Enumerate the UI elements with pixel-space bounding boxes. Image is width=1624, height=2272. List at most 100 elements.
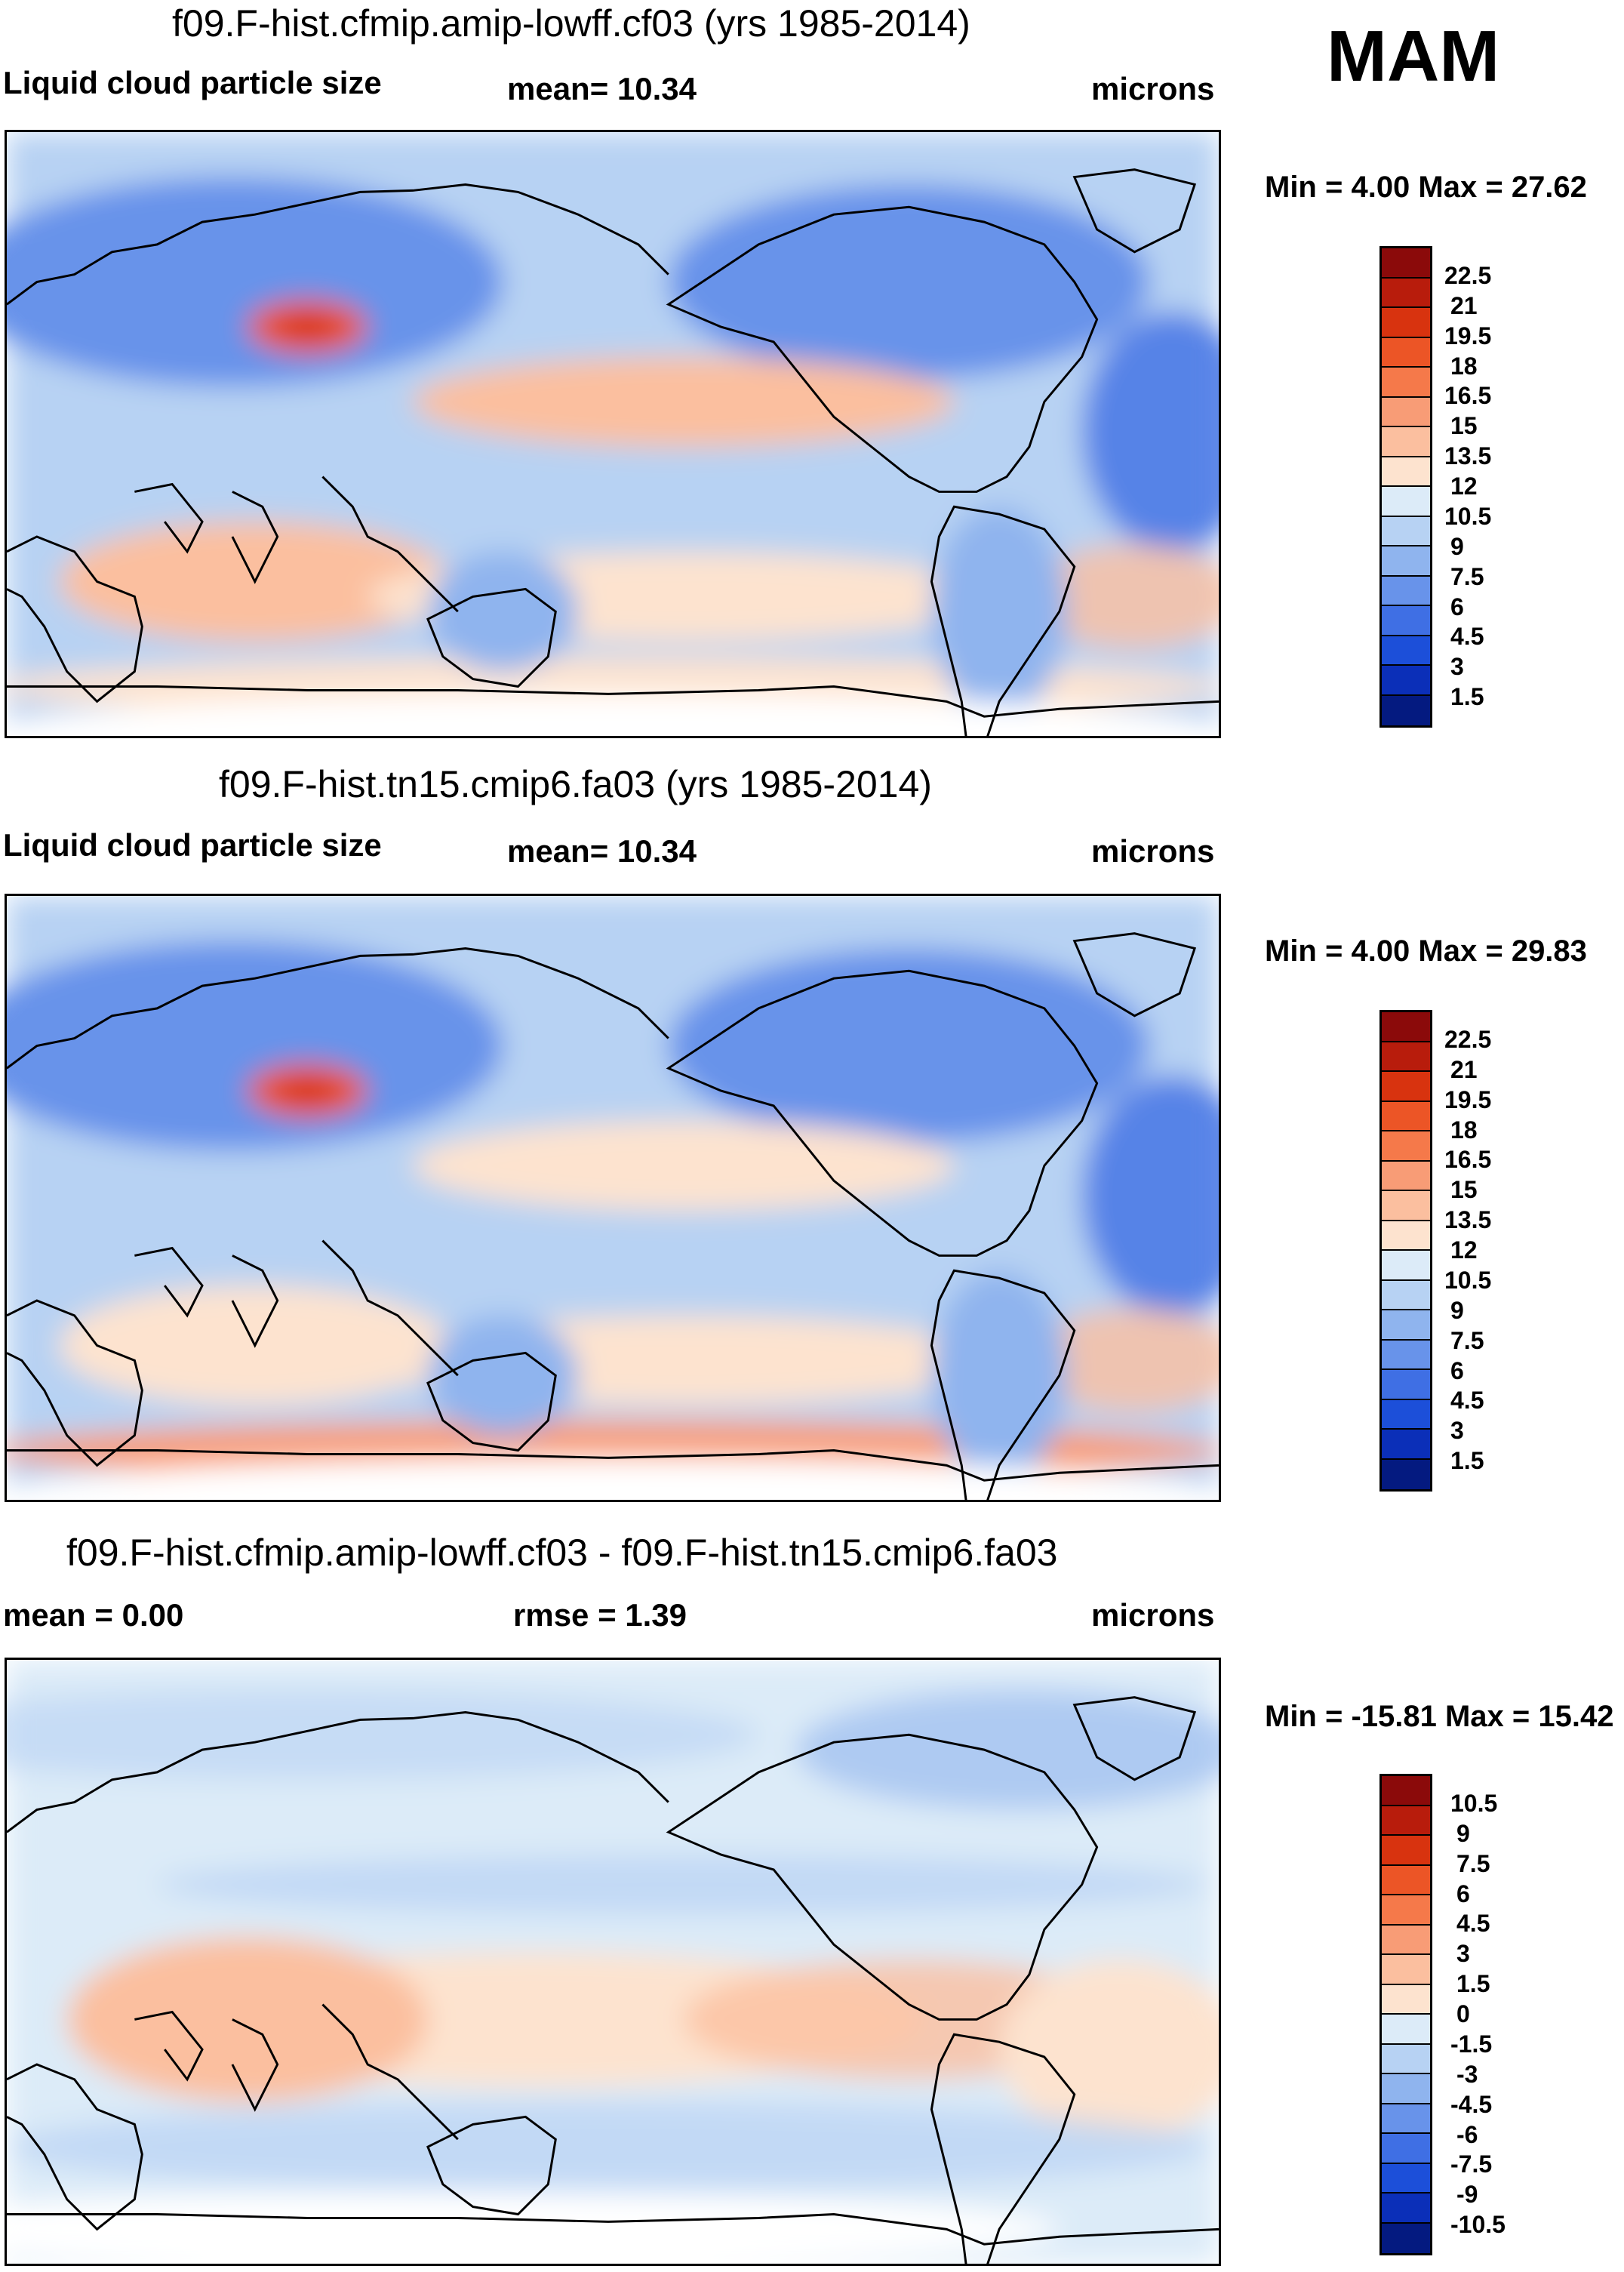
colorbar-cell [1382, 1806, 1430, 1836]
colorbar-cell [1382, 695, 1430, 725]
colorbar-tick-label: -6 [1456, 2120, 1478, 2148]
map-field [7, 1660, 1219, 2264]
colorbar-cell [1382, 278, 1430, 308]
coastline [666, 969, 1099, 1257]
colorbar-cell [1382, 1251, 1430, 1281]
panel1-minmax: Min = 4.00 Max = 27.62 [1265, 171, 1587, 204]
colorbar-cell [1382, 2074, 1430, 2104]
colorbar-tick-label: 6 [1456, 1879, 1470, 1907]
colorbar-cell [1382, 308, 1430, 338]
panel1-mean: mean= 10.34 [507, 71, 697, 106]
colorbar-cell [1382, 1131, 1430, 1162]
colorbar-cell [1382, 1895, 1430, 1926]
colorbar-tick-label: 9 [1450, 1296, 1464, 1324]
coastline [930, 1269, 1076, 1500]
colorbar-cell [1382, 2134, 1430, 2164]
colorbar-cell [1382, 1101, 1430, 1131]
coastline [666, 205, 1099, 493]
colorbar-tick-label: 22.5 [1444, 261, 1492, 289]
colorbar-cell [1382, 1925, 1430, 1955]
panel3-map [5, 1658, 1221, 2266]
colorbar-cell [1382, 2104, 1430, 2134]
colorbar-cell [1382, 666, 1430, 696]
panel3-minmax: Min = -15.81 Max = 15.42 [1265, 1700, 1614, 1733]
panel2-units: microns [1091, 833, 1215, 869]
coastline [930, 2033, 1076, 2264]
colorbar-tick-label: 3 [1450, 1417, 1464, 1445]
colorbar-tick-label: 6 [1450, 1356, 1464, 1384]
colorbar-tick-label: 21 [1450, 1055, 1478, 1083]
colorbar-cell [1382, 457, 1430, 487]
coastline [426, 1351, 557, 1452]
colorbar-tick-label: 4.5 [1450, 1387, 1484, 1415]
coastline [1072, 1696, 1197, 1781]
colorbar-tick-label: 19.5 [1444, 1085, 1492, 1113]
colorbar-tick-label: -10.5 [1450, 2211, 1506, 2239]
colorbar-tick-label: 7.5 [1450, 562, 1484, 590]
colorbar-tick-label: -9 [1456, 2181, 1478, 2209]
colorbar-cell [1382, 1280, 1430, 1310]
coastline [7, 1299, 143, 1467]
colorbar-tick-label: 1.5 [1456, 1970, 1490, 1998]
colorbar-tick-label: 10.5 [1444, 1266, 1492, 1294]
colorbar-tick-label: 1.5 [1450, 683, 1484, 711]
coastline [134, 1246, 279, 1348]
colorbar-cell [1382, 1459, 1430, 1489]
colorbar-cell [1382, 1191, 1430, 1221]
colorbar-cell [1382, 636, 1430, 666]
colorbar-tick-label: 6 [1450, 593, 1464, 620]
colorbar-cell [1382, 1221, 1430, 1251]
panel3-rmse: rmse = 1.39 [513, 1597, 687, 1633]
colorbar-cell [1382, 1340, 1430, 1370]
coastline [7, 535, 143, 703]
colorbar-cell [1382, 1399, 1430, 1430]
colorbar-tick-label: 13.5 [1444, 442, 1492, 470]
colorbar-cell [1382, 546, 1430, 577]
colorbar-cell [1382, 1042, 1430, 1072]
colorbar-cell [1382, 1370, 1430, 1400]
colorbar-cell [1382, 2163, 1430, 2193]
colorbar-tick-label: 21 [1450, 291, 1478, 319]
panel2-title: f09.F-hist.tn15.cmip6.fa03 (yrs 1985-201… [219, 763, 932, 805]
colorbar-tick-label: 13.5 [1444, 1206, 1492, 1234]
colorbar-cell [1382, 1310, 1430, 1341]
coastline [321, 476, 459, 613]
colorbar-cell [1382, 2044, 1430, 2074]
coastline [426, 2115, 557, 2216]
coastline [321, 2003, 459, 2141]
colorbar-tick-label: 9 [1450, 532, 1464, 560]
coastline [7, 1448, 1219, 1482]
coastline [7, 947, 669, 1070]
colorbar-tick-label: 7.5 [1450, 1326, 1484, 1354]
coastline [134, 482, 279, 584]
colorbar-tick-label: -4.5 [1450, 2090, 1493, 2118]
season-label: MAM [1327, 16, 1500, 97]
colorbar-cell [1382, 516, 1430, 546]
colorbar-cell [1382, 248, 1430, 279]
colorbar-cell [1382, 337, 1430, 368]
colorbar-tick-label: 12 [1450, 1236, 1478, 1264]
coastline [1072, 932, 1197, 1017]
coastline [7, 183, 669, 306]
colorbar-cell [1382, 576, 1430, 606]
colorbar-tick-label: 18 [1450, 352, 1478, 380]
map-field [7, 132, 1219, 736]
colorbar-cell [1382, 2193, 1430, 2224]
coastline [930, 505, 1076, 736]
panel1-left-label: Liquid cloud particle size [3, 65, 382, 100]
colorbar-tick-label: 10.5 [1450, 1789, 1498, 1817]
colorbar-cell [1382, 1430, 1430, 1460]
colorbar-tick-label: -7.5 [1450, 2150, 1493, 2178]
colorbar-tick-label: 9 [1456, 1819, 1470, 1847]
coastline [426, 587, 557, 688]
colorbar-cell [1382, 427, 1430, 457]
colorbar-tick-label: 0 [1456, 2000, 1470, 2027]
colorbar-cell [1382, 606, 1430, 636]
panel2-mean: mean= 10.34 [507, 833, 697, 869]
colorbar-tick-label: 16.5 [1444, 382, 1492, 410]
colorbar-cell [1382, 487, 1430, 517]
colorbar-tick-label: 10.5 [1444, 502, 1492, 530]
colorbar-cell [1382, 1161, 1430, 1191]
panel3-colorbar [1379, 1774, 1432, 2255]
colorbar-tick-label: 4.5 [1456, 1910, 1490, 1938]
